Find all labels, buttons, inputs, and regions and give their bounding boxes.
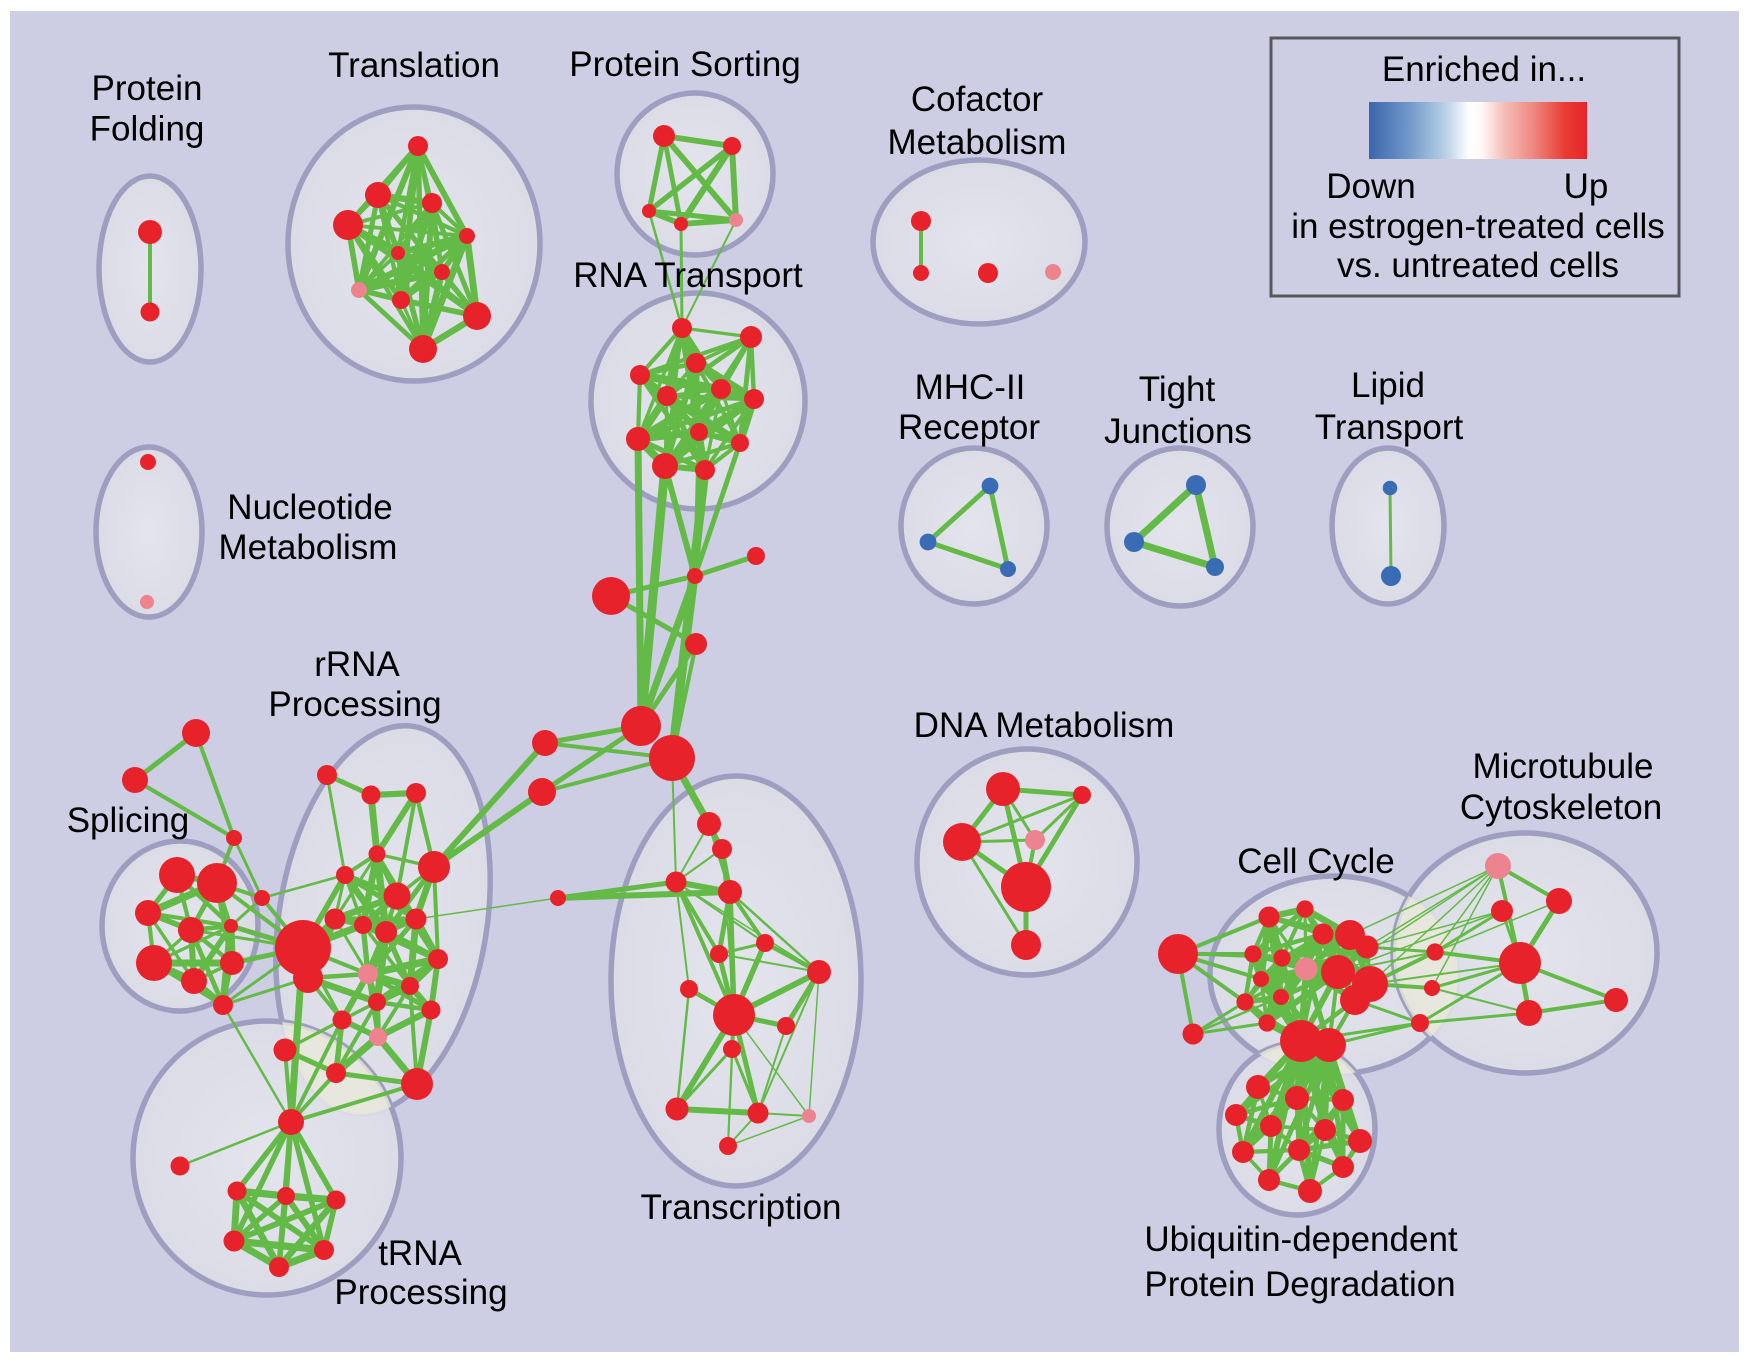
svg-text:Cytoskeleton: Cytoskeleton bbox=[1460, 788, 1662, 827]
svg-text:Up: Up bbox=[1564, 167, 1609, 206]
svg-text:Protein Degradation: Protein Degradation bbox=[1144, 1265, 1455, 1304]
svg-text:tRNA: tRNA bbox=[378, 1234, 462, 1273]
svg-text:Protein Sorting: Protein Sorting bbox=[569, 45, 801, 84]
svg-text:Lipid: Lipid bbox=[1351, 366, 1425, 405]
svg-text:Enriched in...: Enriched in... bbox=[1382, 50, 1586, 89]
svg-text:Transcription: Transcription bbox=[641, 1188, 842, 1227]
svg-text:Microtubule: Microtubule bbox=[1473, 747, 1654, 786]
svg-text:Tight: Tight bbox=[1139, 370, 1216, 409]
svg-text:Ubiquitin-dependent: Ubiquitin-dependent bbox=[1144, 1220, 1458, 1259]
svg-text:in estrogen-treated cells: in estrogen-treated cells bbox=[1291, 207, 1665, 246]
svg-text:RNA Transport: RNA Transport bbox=[573, 256, 803, 295]
svg-text:Junctions: Junctions bbox=[1104, 412, 1252, 451]
svg-text:Folding: Folding bbox=[90, 110, 205, 149]
svg-text:Down: Down bbox=[1326, 167, 1415, 206]
svg-text:Protein: Protein bbox=[92, 69, 203, 108]
svg-text:Receptor: Receptor bbox=[898, 408, 1040, 447]
svg-text:Metabolism: Metabolism bbox=[888, 123, 1067, 162]
svg-text:vs. untreated cells: vs. untreated cells bbox=[1337, 246, 1619, 285]
svg-text:DNA Metabolism: DNA Metabolism bbox=[914, 706, 1175, 745]
svg-text:MHC-II: MHC-II bbox=[915, 368, 1026, 407]
svg-text:Cofactor: Cofactor bbox=[911, 80, 1044, 119]
svg-text:Metabolism: Metabolism bbox=[219, 528, 398, 567]
svg-text:Processing: Processing bbox=[268, 685, 441, 724]
svg-text:rRNA: rRNA bbox=[314, 645, 400, 684]
svg-text:Processing: Processing bbox=[334, 1273, 507, 1312]
svg-text:Translation: Translation bbox=[328, 46, 500, 85]
svg-text:Transport: Transport bbox=[1315, 408, 1464, 447]
svg-text:Splicing: Splicing bbox=[67, 801, 190, 840]
svg-text:Nucleotide: Nucleotide bbox=[227, 488, 392, 527]
svg-text:Cell Cycle: Cell Cycle bbox=[1237, 842, 1395, 881]
